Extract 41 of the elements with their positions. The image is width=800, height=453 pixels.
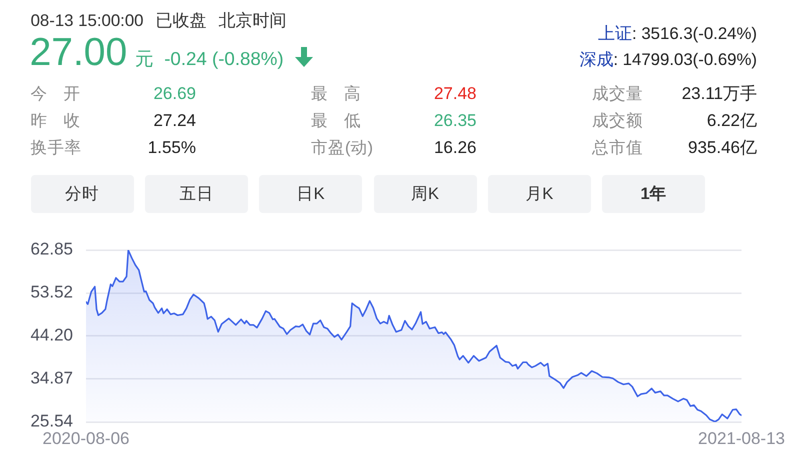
text: 深成 bbox=[579, 50, 614, 70]
text: 26.69 bbox=[153, 84, 196, 103]
text: : 14799.03(-0.69%) bbox=[613, 50, 757, 70]
text: 08-13 15:00:00 bbox=[30, 10, 144, 30]
tab-button[interactable]: 五日 bbox=[144, 175, 248, 214]
tab-button[interactable]: 周K bbox=[374, 175, 476, 214]
text: 换手率 bbox=[30, 138, 82, 158]
y-tick-label: 44.20 bbox=[30, 326, 73, 345]
y-tick-label: 53.52 bbox=[30, 282, 73, 302]
text: 935.46亿 bbox=[688, 138, 757, 158]
text: 6.22亿 bbox=[706, 111, 757, 130]
x-tick-label: 2021-08-13 bbox=[698, 428, 786, 448]
tab-button[interactable]: 分时 bbox=[30, 175, 134, 214]
text: -0.24 (-0.88%) bbox=[164, 48, 284, 70]
text: 总市值 bbox=[592, 138, 643, 158]
text: 最 高 bbox=[311, 84, 361, 104]
x-tick-label: 2020-08-06 bbox=[42, 428, 130, 448]
tab-button[interactable]: 1年 bbox=[602, 175, 706, 214]
tab-button[interactable]: 月K bbox=[488, 175, 591, 214]
text: 16.26 bbox=[434, 138, 476, 158]
text: 1.55% bbox=[148, 138, 196, 158]
text: 北京时间 bbox=[218, 10, 286, 30]
text: 已收盘 bbox=[156, 10, 206, 30]
text: 成交量 bbox=[592, 84, 643, 104]
text: 27.48 bbox=[434, 84, 476, 103]
y-tick-label: 25.54 bbox=[30, 412, 73, 431]
text: 成交额 bbox=[592, 111, 643, 132]
text: : 3516.3(-0.24%) bbox=[632, 24, 757, 44]
text: 今 开 bbox=[30, 84, 81, 104]
text: 27.00 bbox=[30, 31, 128, 75]
y-tick-label: 34.87 bbox=[30, 368, 73, 388]
text: 26.35 bbox=[434, 111, 476, 130]
text: 元 bbox=[135, 47, 154, 71]
text: 27.24 bbox=[153, 111, 196, 130]
text: 昨 收 bbox=[30, 111, 81, 132]
text: 上证 bbox=[598, 24, 632, 44]
tab-button[interactable]: 日K bbox=[259, 175, 362, 214]
text: 23.11万手 bbox=[682, 84, 757, 103]
y-tick-label: 62.85 bbox=[30, 240, 73, 259]
text: 最 低 bbox=[311, 111, 361, 132]
text: 市盈(动) bbox=[311, 138, 373, 158]
